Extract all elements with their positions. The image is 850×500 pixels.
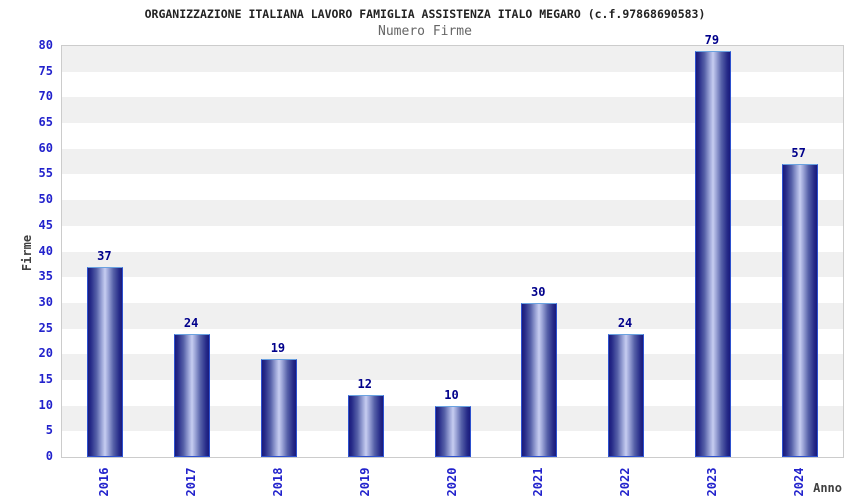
y-tick-label: 45: [38, 217, 53, 232]
bar-value-label: 12: [357, 377, 372, 392]
bar-2024: [781, 164, 818, 457]
y-tick-label: 15: [38, 371, 53, 386]
y-tick-label: 30: [38, 294, 53, 309]
bar-value-label: 10: [444, 387, 459, 402]
y-tick-label: 60: [38, 140, 53, 155]
bar-2019: [347, 395, 384, 457]
bar-2022: [608, 333, 645, 457]
y-tick-label: 20: [38, 346, 53, 361]
x-tick-label: 2020: [444, 467, 459, 497]
x-tick-label: 2022: [618, 467, 633, 497]
y-tick-label: 35: [38, 269, 53, 284]
y-tick-label: 80: [38, 38, 53, 52]
y-tick-label: 65: [38, 115, 53, 130]
bar-value-label: 37: [97, 248, 112, 263]
bar-value-label: 30: [531, 284, 546, 299]
y-tick-label: 75: [38, 63, 53, 78]
y-tick-label: 40: [38, 243, 53, 258]
bar-2020: [434, 405, 471, 457]
y-tick-label: 70: [38, 89, 53, 104]
bar-2016: [87, 266, 124, 457]
bar-value-label: 57: [791, 146, 806, 161]
bar-value-label: 24: [183, 315, 199, 330]
x-axis-title: Anno: [813, 481, 842, 495]
y-tick-label: 50: [38, 192, 53, 207]
x-tick-label: 2016: [97, 467, 112, 497]
plot-area: [61, 45, 844, 458]
chart-subtitle: Numero Firme: [378, 24, 472, 39]
y-tick-label: 55: [38, 166, 53, 181]
x-tick-label: 2024: [791, 467, 806, 497]
bar-value-label: 79: [704, 33, 720, 48]
x-tick-label: 2018: [270, 467, 285, 497]
bar-2023: [694, 51, 731, 457]
y-tick-label: 25: [38, 320, 53, 335]
bar-2021: [521, 302, 558, 457]
bar-value-label: 19: [270, 341, 286, 356]
x-tick-label: 2023: [704, 467, 719, 497]
x-tick-label: 2019: [357, 467, 372, 497]
y-tick-label: 10: [38, 397, 53, 412]
x-tick-label: 2017: [184, 467, 199, 497]
bar-2018: [260, 359, 297, 457]
y-tick-label: 0: [45, 449, 53, 463]
y-tick-label: 5: [45, 423, 53, 438]
bar-2017: [174, 333, 211, 457]
bar-value-label: 24: [617, 315, 633, 330]
x-tick-label: 2021: [531, 467, 546, 497]
chart-title: ORGANIZZAZIONE ITALIANA LAVORO FAMIGLIA …: [144, 7, 706, 21]
